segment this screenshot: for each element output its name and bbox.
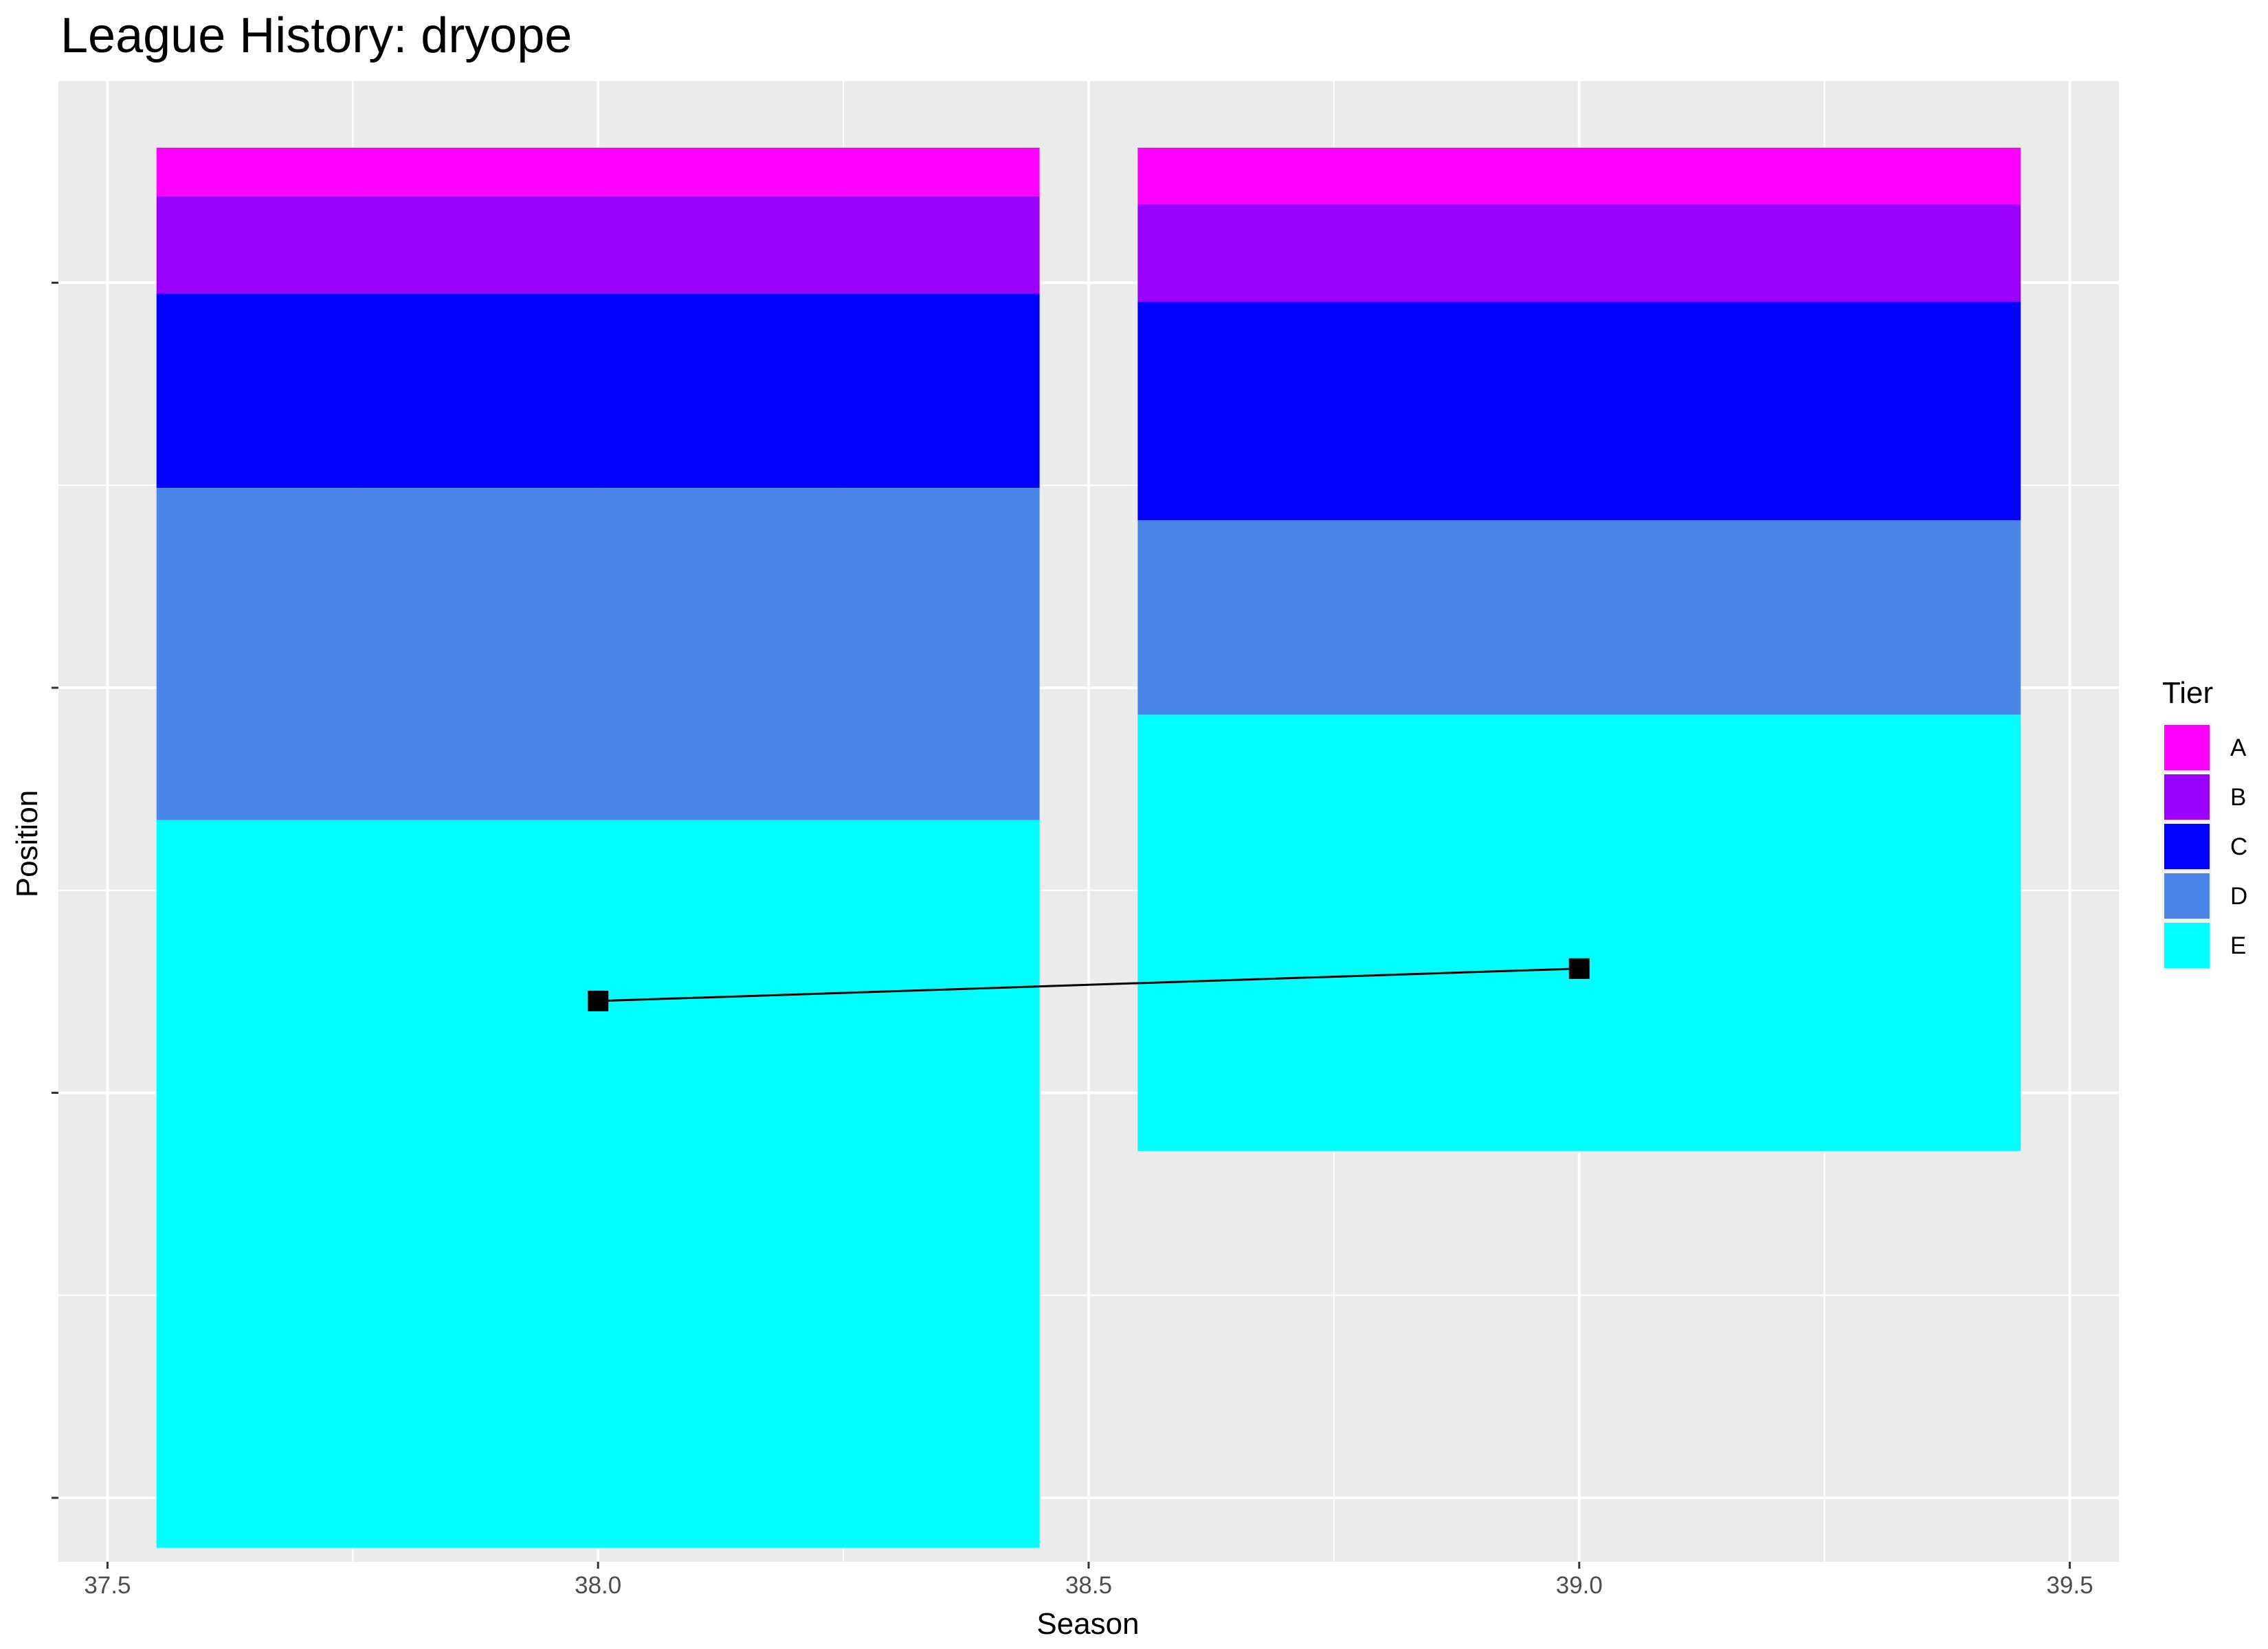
x-tick-label: 38.5 bbox=[1065, 1572, 1112, 1599]
legend-label-c: C bbox=[2230, 833, 2247, 860]
legend-swatch-b bbox=[2164, 774, 2210, 820]
legend-swatch-a bbox=[2164, 725, 2210, 770]
legend-label-b: B bbox=[2230, 784, 2246, 811]
legend-swatch-e bbox=[2164, 923, 2210, 968]
bar-segment-e bbox=[1137, 715, 2021, 1151]
x-tick-label: 39.0 bbox=[1556, 1572, 1603, 1599]
legend-title: Tier bbox=[2162, 676, 2213, 710]
bar-segment-a bbox=[1137, 148, 2021, 205]
legend-swatch-c bbox=[2164, 824, 2210, 869]
y-axis bbox=[52, 282, 58, 1499]
bar-segment-b bbox=[1137, 204, 2021, 302]
legend-label-a: A bbox=[2230, 734, 2247, 761]
y-axis-title: Position bbox=[10, 790, 44, 898]
legend-label-e: E bbox=[2230, 932, 2246, 959]
chart-title: League History: dryope bbox=[60, 8, 572, 63]
x-tick-label: 38.0 bbox=[575, 1572, 621, 1599]
x-tick-label: 39.5 bbox=[2047, 1572, 2093, 1599]
bar-segment-d bbox=[1137, 520, 2021, 715]
bar-segment-e bbox=[156, 820, 1040, 1548]
position-marker bbox=[1568, 958, 1590, 979]
legend-swatch-d bbox=[2164, 873, 2210, 919]
x-axis-title: Season bbox=[1036, 1607, 1139, 1641]
position-marker bbox=[588, 990, 609, 1011]
bar-segment-c bbox=[1137, 302, 2021, 521]
position-line bbox=[588, 958, 1590, 1011]
bar-segment-c bbox=[156, 293, 1040, 489]
x-tick-label: 37.5 bbox=[84, 1572, 131, 1599]
bars bbox=[156, 148, 2021, 1548]
bar-segment-d bbox=[156, 488, 1040, 820]
x-axis: 37.5 38.0 38.5 39.0 39.5 bbox=[84, 1562, 2093, 1599]
legend-label-d: D bbox=[2230, 883, 2247, 910]
bar-segment-b bbox=[156, 196, 1040, 294]
bar-segment-a bbox=[156, 148, 1040, 197]
position-line-path bbox=[598, 967, 1579, 1002]
